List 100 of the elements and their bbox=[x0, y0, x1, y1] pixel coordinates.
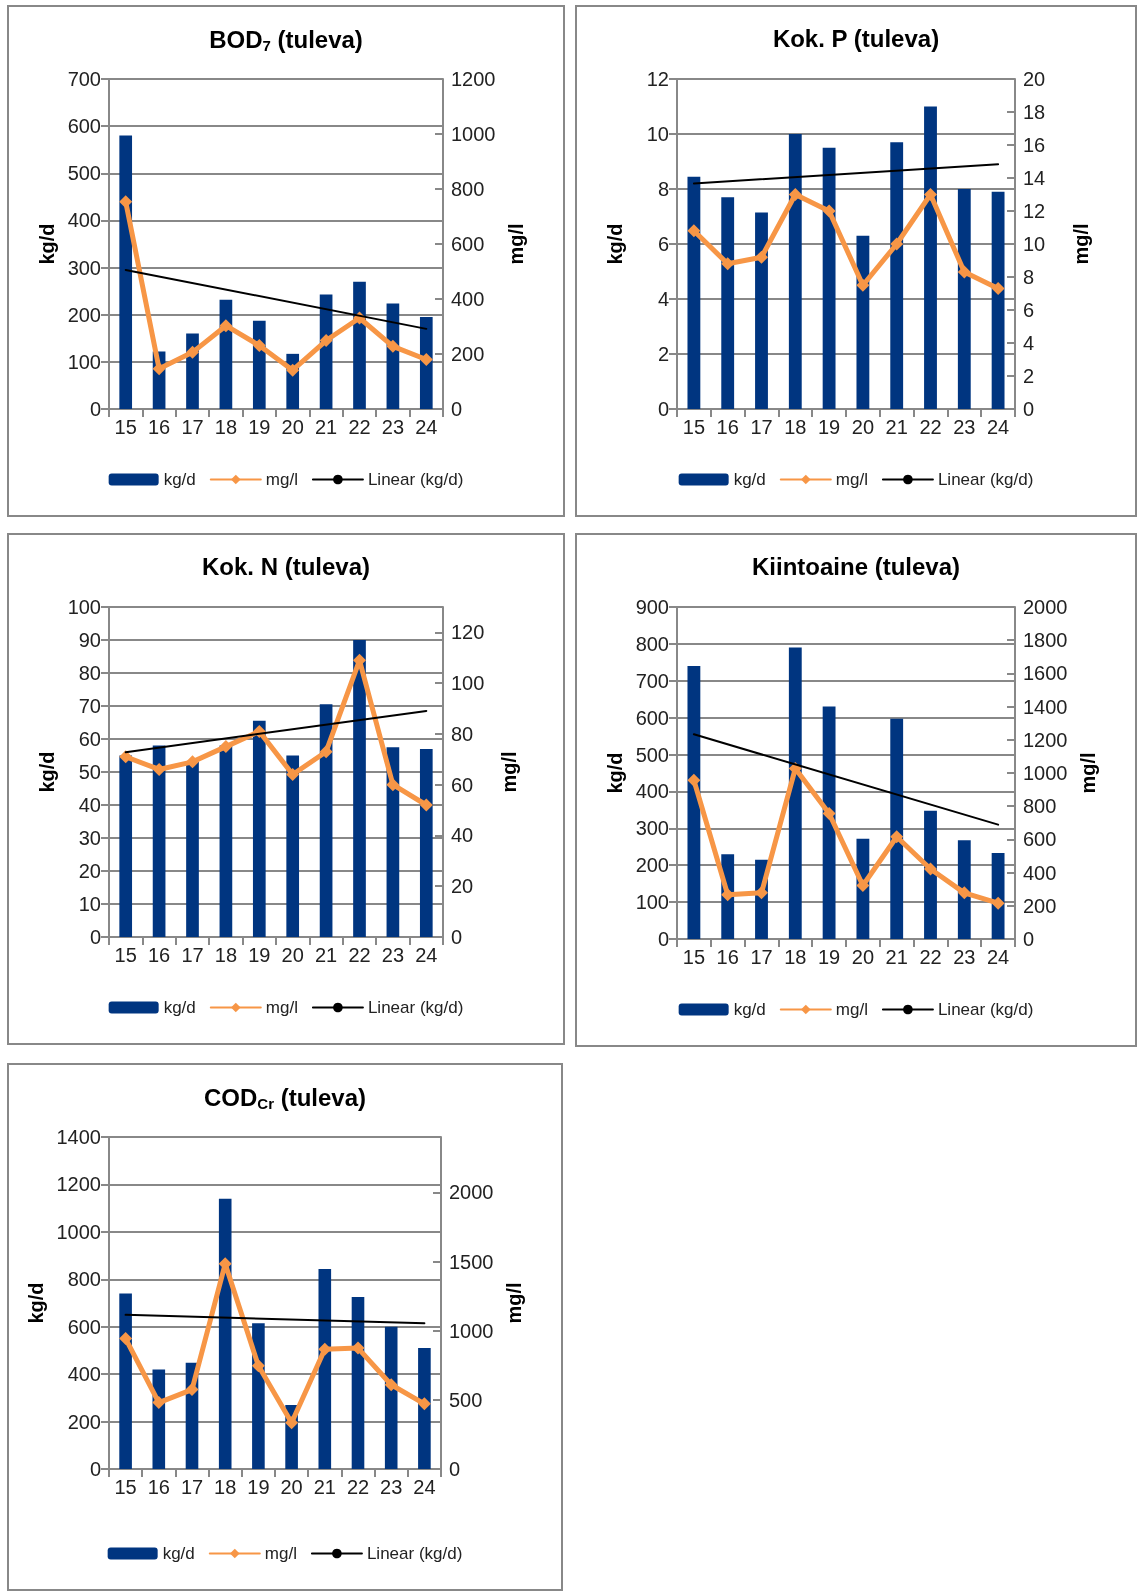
y2-tick-label: 8 bbox=[1023, 266, 1035, 288]
bar bbox=[890, 142, 904, 409]
y2-tick-label: 1800 bbox=[1023, 629, 1068, 652]
legend-label: kg/d bbox=[163, 998, 196, 1017]
x-tick-label: 18 bbox=[214, 1476, 237, 1498]
y-tick-label: 700 bbox=[67, 68, 101, 90]
point bbox=[386, 339, 400, 353]
y2-tick-label: 14 bbox=[1023, 167, 1046, 189]
x-tick-label: 24 bbox=[986, 946, 1010, 968]
bar bbox=[419, 317, 433, 409]
y2-tick-label: 40 bbox=[451, 824, 474, 847]
y2-tick-label: 800 bbox=[1023, 795, 1057, 818]
y2-tick-label: 1000 bbox=[451, 123, 496, 145]
y-tick-label: 0 bbox=[89, 926, 101, 948]
bar bbox=[318, 1269, 332, 1469]
point bbox=[152, 762, 166, 776]
bar bbox=[890, 718, 904, 939]
x-tick-label: 15 bbox=[682, 416, 706, 438]
y2-tick-label: 10 bbox=[1023, 233, 1046, 255]
y2-tick-label: 0 bbox=[451, 926, 463, 948]
y-tick-label: 500 bbox=[635, 743, 669, 766]
legend-label: mg/l bbox=[835, 1000, 868, 1019]
y-tick-label: 200 bbox=[67, 303, 101, 326]
y-tick-label: 600 bbox=[67, 115, 101, 138]
y2-tick-label: 60 bbox=[451, 773, 474, 796]
bar bbox=[957, 189, 971, 409]
y-tick-label: 700 bbox=[635, 669, 669, 692]
point bbox=[285, 1416, 299, 1430]
x-tick-label: 16 bbox=[147, 416, 171, 438]
y2-tick-label: 500 bbox=[449, 1388, 483, 1411]
point bbox=[721, 257, 735, 271]
y-tick-label: 100 bbox=[67, 350, 101, 373]
bar bbox=[755, 212, 768, 409]
x-tick-label: 18 bbox=[784, 946, 807, 968]
x-tick-label: 16 bbox=[716, 416, 739, 438]
bar bbox=[384, 1326, 398, 1469]
point bbox=[419, 353, 433, 366]
point bbox=[219, 319, 233, 333]
chart-title: Kiintoaine (tuleva) bbox=[751, 552, 961, 580]
bar bbox=[286, 755, 300, 937]
x-tick-label: 22 bbox=[919, 416, 942, 438]
point bbox=[318, 1342, 332, 1356]
point bbox=[351, 1341, 365, 1355]
y2-tick-label: 120 bbox=[451, 621, 485, 644]
y2-tick-label: 1000 bbox=[449, 1319, 494, 1342]
x-tick-label: 21 bbox=[313, 1476, 336, 1498]
y-tick-label: 0 bbox=[89, 398, 101, 420]
x-tick-label: 15 bbox=[114, 1476, 137, 1498]
point bbox=[419, 798, 433, 812]
legend-label: mg/l bbox=[265, 470, 298, 489]
y2-tick-label: 0 bbox=[1023, 928, 1035, 950]
x-tick-label: 22 bbox=[348, 944, 371, 966]
y-tick-label: 40 bbox=[78, 794, 101, 816]
bar bbox=[219, 745, 233, 937]
y2-tick-label: 1200 bbox=[451, 68, 496, 90]
x-tick-label: 17 bbox=[180, 1476, 204, 1498]
y-tick-label: 0 bbox=[89, 1458, 101, 1480]
point bbox=[687, 773, 701, 787]
y2-axis-title: mg/l bbox=[503, 1282, 526, 1324]
y-tick-label: 10 bbox=[78, 893, 101, 915]
y2-tick-label: 1400 bbox=[1023, 695, 1068, 718]
y-tick-label: 6 bbox=[657, 233, 669, 255]
y-tick-label: 1400 bbox=[56, 1126, 101, 1148]
bar bbox=[788, 134, 802, 409]
y2-tick-label: 0 bbox=[1023, 398, 1035, 420]
y2-tick-label: 1500 bbox=[449, 1250, 494, 1273]
legend-label: Linear (kg/d) bbox=[367, 470, 464, 489]
chart-title: Kok. P (tuleva) bbox=[772, 24, 940, 52]
bar bbox=[252, 720, 266, 937]
legend-label: Linear (kg/d) bbox=[366, 1544, 463, 1563]
point bbox=[185, 1383, 199, 1397]
x-tick-label: 16 bbox=[147, 1476, 170, 1498]
y2-tick-label: 80 bbox=[451, 722, 474, 745]
y-tick-label: 50 bbox=[78, 761, 101, 783]
x-tick-label: 17 bbox=[750, 416, 773, 438]
x-tick-label: 18 bbox=[784, 416, 807, 438]
point bbox=[152, 362, 166, 376]
y-tick-label: 200 bbox=[67, 1410, 101, 1433]
x-tick-label: 22 bbox=[346, 1476, 370, 1498]
bar bbox=[353, 281, 366, 409]
chart-title: Kok. N (tuleva) bbox=[201, 552, 371, 580]
point bbox=[991, 282, 1005, 296]
x-tick-label: 20 bbox=[851, 946, 875, 968]
bar bbox=[419, 748, 433, 937]
point bbox=[286, 363, 300, 377]
y2-axis-title: mg/l bbox=[505, 223, 528, 265]
y-tick-label: 4 bbox=[657, 288, 669, 310]
x-tick-label: 15 bbox=[114, 944, 137, 966]
x-tick-label: 21 bbox=[314, 944, 338, 966]
x-tick-label: 17 bbox=[750, 946, 773, 968]
point bbox=[957, 265, 971, 279]
y-tick-label: 20 bbox=[78, 860, 101, 882]
x-tick-label: 21 bbox=[885, 416, 908, 438]
point bbox=[687, 224, 701, 238]
y-tick-label: 400 bbox=[67, 209, 101, 232]
y-axis-title: kg/d bbox=[35, 751, 58, 793]
point bbox=[119, 195, 133, 209]
x-tick-label: 23 bbox=[953, 946, 976, 968]
y2-tick-label: 12 bbox=[1023, 200, 1046, 222]
legend-label: mg/l bbox=[264, 1544, 297, 1563]
